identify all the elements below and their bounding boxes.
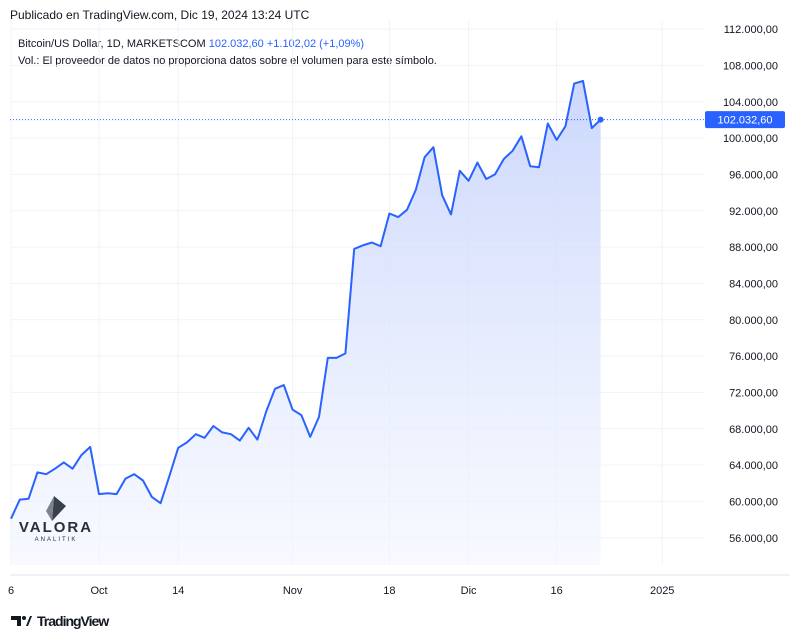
tradingview-brand[interactable]: TradingView: [37, 613, 109, 629]
y-tick-label: 72.000,00: [729, 387, 778, 399]
footer: TradingView: [10, 613, 109, 629]
y-tick-label: 56.000,00: [729, 533, 778, 545]
valora-watermark: VALORA ANALITIK: [19, 496, 93, 543]
price-line-layer: [10, 79, 705, 520]
y-tick-label: 96.000,00: [729, 169, 778, 181]
y-axis[interactable]: 112.000,00 108.000,00 104.000,00 100.000,00…: [723, 24, 778, 545]
y-tick-label: 76.000,00: [729, 351, 778, 363]
area-fill: [11, 80, 601, 566]
x-tick-label: Oct: [90, 585, 107, 597]
x-tick-label: Dic: [461, 585, 477, 597]
price-tag-text: 102.032,60: [717, 115, 772, 127]
y-tick-label: 64.000,00: [729, 460, 778, 472]
price-change-value: +1.102,02 (+1,09%): [266, 38, 365, 50]
chart-legend: Bitcoin/US Dollar, 1D, MARKETSCOM 102.03…: [18, 36, 437, 70]
valora-logo-icon: [52, 496, 66, 521]
price-line[interactable]: [10, 79, 602, 520]
x-tick-label: 2025: [650, 585, 674, 597]
y-tick-label: 88.000,00: [729, 242, 778, 254]
x-tick-label: 16: [550, 585, 562, 597]
y-tick-label: 68.000,00: [729, 424, 778, 436]
y-tick-label: 100.000,00: [723, 133, 778, 145]
published-header: Publicado en TradingView.com, Dic 19, 20…: [10, 8, 310, 22]
x-axis[interactable]: 6 Oct 14 Nov 18 Dic 16 2025: [8, 585, 675, 597]
x-tick-label: 6: [8, 585, 14, 597]
y-tick-label: 84.000,00: [729, 278, 778, 290]
x-tick-label: 14: [172, 585, 184, 597]
y-tick-label: 112.000,00: [724, 24, 778, 36]
tradingview-logo-icon[interactable]: [10, 614, 32, 628]
y-tick-label: 108.000,00: [723, 60, 778, 72]
symbol-label[interactable]: Bitcoin/US Dollar, 1D, MARKETSCOM: [18, 38, 206, 50]
legend-line-1: Bitcoin/US Dollar, 1D, MARKETSCOM 102.03…: [18, 36, 437, 53]
price-area: [11, 80, 601, 566]
last-price-point: [597, 116, 604, 123]
y-tick-label: 60.000,00: [729, 496, 778, 508]
y-tick-label: 92.000,00: [729, 206, 778, 218]
x-tick-label: Nov: [283, 585, 303, 597]
watermark-sub: ANALITIK: [35, 537, 78, 543]
y-tick-label: 80.000,00: [729, 315, 778, 327]
volume-note: Vol.: El proveedor de datos no proporcio…: [18, 55, 437, 67]
watermark-brand: VALORA: [19, 519, 93, 536]
last-price-tag: 102.032,60: [705, 111, 785, 129]
price-tag-background: [705, 111, 785, 129]
last-price-value: 102.032,60: [208, 38, 264, 50]
y-tick-label: 104.000,00: [723, 97, 778, 109]
x-tick-label: 18: [383, 585, 395, 597]
valora-logo-icon-shade: [46, 496, 54, 521]
